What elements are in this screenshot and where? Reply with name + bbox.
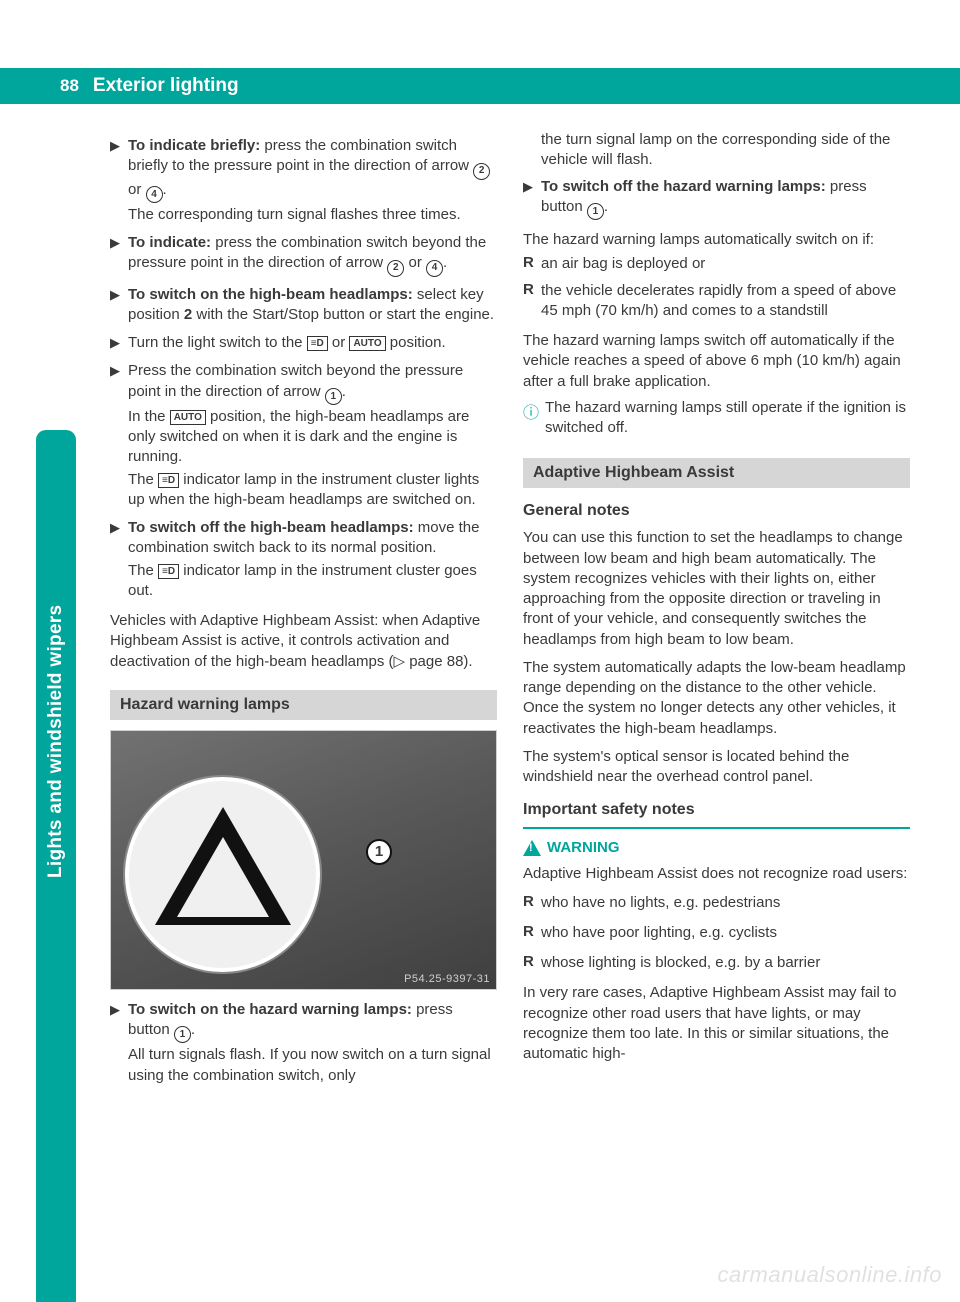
step-highbeam-off: ▶ To switch off the high-beam headlamps:…	[110, 518, 497, 603]
general-p3: The system's optical sensor is located b…	[523, 747, 910, 788]
highbeam-icon: ≡D	[158, 473, 179, 488]
step-arrow-icon: ▶	[110, 285, 128, 328]
bullet-decelerate: R the vehicle decelerates rapidly from a…	[523, 281, 910, 324]
step-arrow-icon: ▶	[110, 1000, 128, 1088]
watermark: carmanualsonline.info	[717, 1262, 942, 1288]
general-notes-heading: General notes	[523, 502, 910, 520]
callout-1: 1	[366, 839, 392, 865]
highbeam-icon: ≡D	[158, 564, 179, 579]
left-column: ▶ To indicate briefly: press the combina…	[110, 130, 497, 1262]
safety-notes-heading: Important safety notes	[523, 801, 910, 819]
page-number: 88	[60, 76, 79, 96]
step-indicate: ▶ To indicate: press the combination swi…	[110, 233, 497, 279]
step-press-combination: ▶ Press the combination switch beyond th…	[110, 361, 497, 512]
step-arrow-icon: ▶	[110, 518, 128, 603]
step-arrow-icon: ▶	[110, 333, 128, 355]
header-bar: 88 Exterior lighting	[0, 68, 960, 104]
warn-bullet-2: R who have poor lighting, e.g. cyclists	[523, 923, 910, 945]
step-arrow-icon: ▶	[110, 361, 128, 512]
side-tab-label: Lights and windshield wipers	[36, 430, 76, 1302]
hazard-section-title: Hazard warning lamps	[110, 690, 497, 720]
hazard-auto-on: The hazard warning lamps automatically s…	[523, 230, 910, 250]
continuation-text: the turn signal lamp on the correspondin…	[523, 130, 910, 171]
step-highbeam-on: ▶ To switch on the high-beam headlamps: …	[110, 285, 497, 328]
step-indicate-briefly: ▶ To indicate briefly: press the combina…	[110, 136, 497, 227]
bullet-icon: R	[523, 254, 541, 276]
step-hazard-off: ▶ To switch off the hazard warning lamps…	[523, 177, 910, 223]
lowbeam-icon: ≡D	[307, 336, 328, 351]
auto-icon: AUTO	[170, 410, 206, 425]
image-code: P54.25-9397-31	[404, 973, 490, 985]
side-tab: Lights and windshield wipers	[36, 430, 76, 1302]
auto-icon: AUTO	[349, 336, 385, 351]
warning-title: WARNING	[523, 839, 910, 856]
warning-p1: Adaptive Highbeam Assist does not recogn…	[523, 864, 910, 884]
page: 88 Exterior lighting Lights and windshie…	[0, 0, 960, 1302]
bullet-icon: R	[523, 953, 541, 975]
bullet-airbag: R an air bag is deployed or	[523, 254, 910, 276]
info-ignition-off: ⓘ The hazard warning lamps still operate…	[523, 398, 910, 441]
bullet-icon: R	[523, 893, 541, 915]
header-title: Exterior lighting	[93, 75, 239, 97]
hazard-lamp-image: 1 P54.25-9397-31	[110, 730, 497, 990]
step-arrow-icon: ▶	[110, 233, 128, 279]
content-columns: ▶ To indicate briefly: press the combina…	[110, 130, 910, 1262]
adaptive-info-para: Vehicles with Adaptive Highbeam Assist: …	[110, 611, 497, 672]
step-arrow-icon: ▶	[523, 177, 541, 223]
bullet-icon: R	[523, 923, 541, 945]
hazard-auto-off: The hazard warning lamps switch off auto…	[523, 331, 910, 392]
warning-p2: In very rare cases, Adaptive Highbeam As…	[523, 983, 910, 1064]
general-p2: The system automatically adapts the low-…	[523, 658, 910, 739]
right-column: the turn signal lamp on the correspondin…	[523, 130, 910, 1262]
warning-box: WARNING Adaptive Highbeam Assist does no…	[523, 827, 910, 1064]
warning-triangle-icon	[523, 840, 541, 856]
step-hazard-on: ▶ To switch on the hazard warning lamps:…	[110, 1000, 497, 1088]
general-p1: You can use this function to set the hea…	[523, 528, 910, 650]
hazard-button-inset	[125, 777, 320, 972]
info-icon: ⓘ	[523, 398, 545, 441]
step-arrow-icon: ▶	[110, 136, 128, 227]
warn-bullet-1: R who have no lights, e.g. pedestrians	[523, 893, 910, 915]
warn-bullet-3: R whose lighting is blocked, e.g. by a b…	[523, 953, 910, 975]
bullet-icon: R	[523, 281, 541, 324]
step-light-switch: ▶ Turn the light switch to the ≡D or AUT…	[110, 333, 497, 355]
adaptive-section-title: Adaptive Highbeam Assist	[523, 458, 910, 488]
hazard-triangle-icon	[155, 807, 291, 925]
